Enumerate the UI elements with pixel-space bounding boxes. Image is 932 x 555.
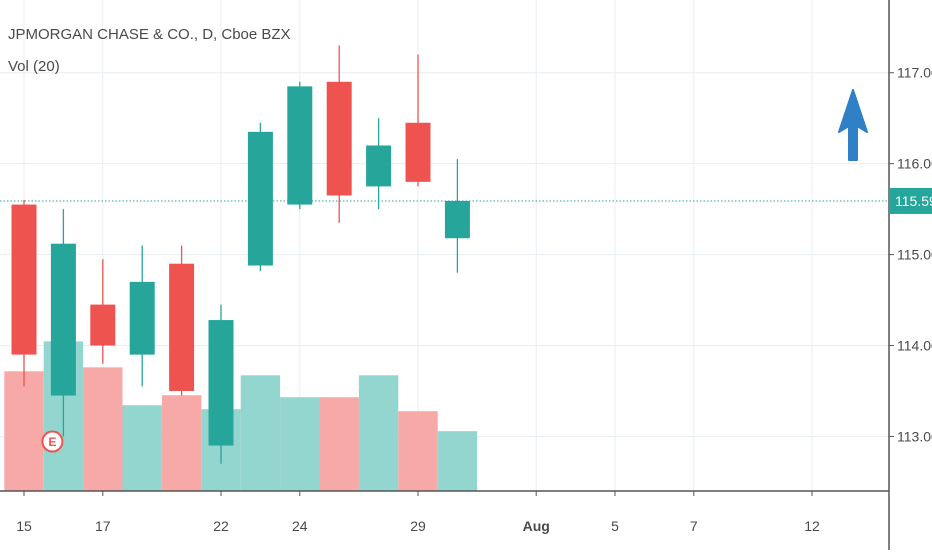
candle-body <box>90 304 116 346</box>
volume-indicator-label[interactable]: Vol (20) <box>8 58 60 75</box>
volume-bar <box>240 375 281 491</box>
last-price-badge <box>890 187 932 214</box>
candle-body <box>169 263 195 391</box>
volume-bar <box>161 395 202 491</box>
grid-lines <box>0 0 889 491</box>
arrow-up-icon <box>838 89 868 161</box>
candle-body <box>405 122 431 182</box>
volume-bar <box>398 411 438 491</box>
candle-body <box>247 131 273 266</box>
earnings-marker-icon <box>41 430 64 453</box>
y-tick-label: 113.00 <box>897 428 932 444</box>
y-tick-label: 114.00 <box>897 338 932 354</box>
volume-bar <box>280 397 320 491</box>
candle-body <box>208 320 234 446</box>
candle-body <box>50 243 76 396</box>
volume-bar <box>4 371 44 491</box>
volume-bar <box>358 375 399 491</box>
earnings-marker-label: E <box>48 435 56 449</box>
x-tick-label: Aug <box>523 518 550 534</box>
volume-bars <box>4 341 478 491</box>
candle-body <box>287 86 313 205</box>
x-tick-label: 22 <box>213 518 229 534</box>
x-tick-label: 12 <box>804 518 820 534</box>
volume-bar <box>437 431 478 491</box>
candle-body <box>444 200 470 239</box>
candle-body <box>326 81 352 196</box>
last-price-label: 115.59 <box>895 193 932 209</box>
y-tick-label: 117.00 <box>897 65 932 81</box>
chart-overlays: E <box>0 89 889 453</box>
y-tick-label: 116.00 <box>897 156 932 172</box>
x-tick-label: 7 <box>690 518 698 534</box>
x-tick-label: 29 <box>410 518 426 534</box>
symbol-title: JPMORGAN CHASE & CO., D, Cboe BZX <box>8 26 291 43</box>
candle-body <box>129 281 155 355</box>
candle-body <box>11 204 37 355</box>
volume-bar <box>83 367 123 491</box>
y-tick-label: 115.00 <box>897 247 932 263</box>
volume-bar <box>122 405 162 491</box>
x-tick-label: 17 <box>95 518 111 534</box>
candle-body <box>366 145 392 187</box>
x-tick-label: 24 <box>292 518 308 534</box>
volume-bar <box>319 397 359 491</box>
x-tick-label: 5 <box>611 518 619 534</box>
x-tick-label: 15 <box>16 518 32 534</box>
price-candles <box>11 45 470 464</box>
